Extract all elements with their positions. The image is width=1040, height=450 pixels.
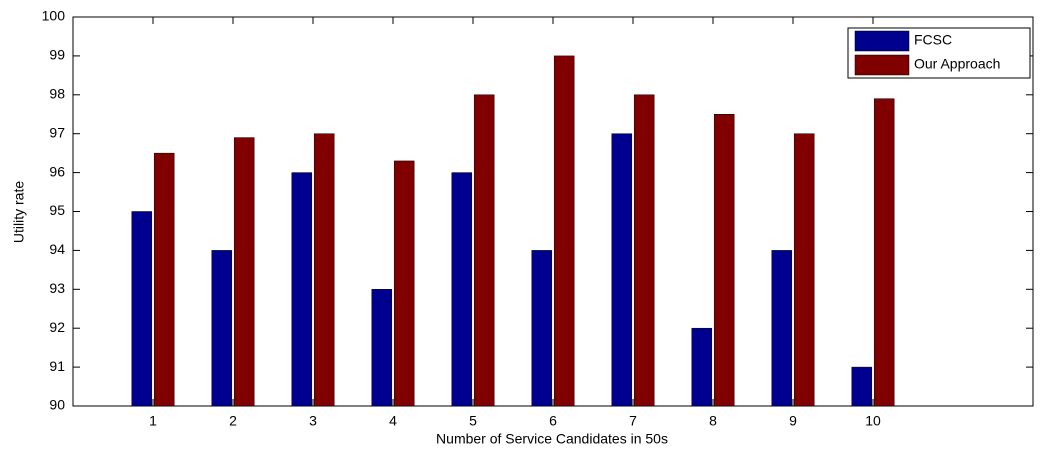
y-axis-label: Utility rate: [11, 181, 27, 243]
y-tick-label: 97: [49, 124, 65, 140]
bar: [771, 250, 793, 407]
y-tick-label: 90: [49, 397, 65, 413]
y-tick-label: 96: [49, 163, 65, 179]
bar: [611, 133, 633, 407]
x-tick-label: 7: [629, 413, 637, 429]
plot-area: [72, 16, 1034, 407]
y-tick-label: 91: [49, 358, 65, 374]
bar: [451, 172, 473, 407]
bar: [313, 133, 335, 407]
y-tick-label: 100: [42, 8, 66, 24]
y-tick-label: 99: [49, 47, 65, 63]
bar: [873, 98, 895, 407]
bar: [291, 172, 313, 407]
bar: [393, 160, 415, 407]
x-tick-label: 9: [789, 413, 797, 429]
bar: [153, 152, 175, 407]
bar: [851, 366, 873, 407]
bar: [233, 137, 255, 407]
x-tick-label: 10: [865, 413, 881, 429]
y-tick-label: 92: [49, 319, 65, 335]
y-tick-label: 95: [49, 202, 65, 218]
x-tick-label: 2: [229, 413, 237, 429]
bar: [531, 250, 553, 407]
x-tick-label: 8: [709, 413, 717, 429]
bar: [371, 289, 393, 407]
bar: [633, 94, 655, 407]
bar: [473, 94, 495, 407]
x-tick-label: 6: [549, 413, 557, 429]
bar: [691, 327, 713, 407]
legend-label: Our Approach: [914, 56, 1000, 72]
y-tick-label: 94: [49, 241, 65, 257]
bar: [131, 211, 153, 407]
legend-swatch: [854, 30, 910, 52]
bar: [713, 114, 735, 407]
bar: [793, 133, 815, 407]
x-tick-label: 4: [389, 413, 397, 429]
y-tick-label: 98: [49, 86, 65, 102]
x-tick-label: 3: [309, 413, 317, 429]
y-tick-label: 93: [49, 280, 65, 296]
legend-swatch: [854, 54, 910, 76]
bar: [211, 250, 233, 407]
x-axis-label: Number of Service Candidates in 50s: [436, 431, 668, 447]
x-tick-label: 5: [469, 413, 477, 429]
bar: [553, 55, 575, 407]
x-tick-label: 1: [149, 413, 157, 429]
legend-label: FCSC: [914, 32, 952, 48]
